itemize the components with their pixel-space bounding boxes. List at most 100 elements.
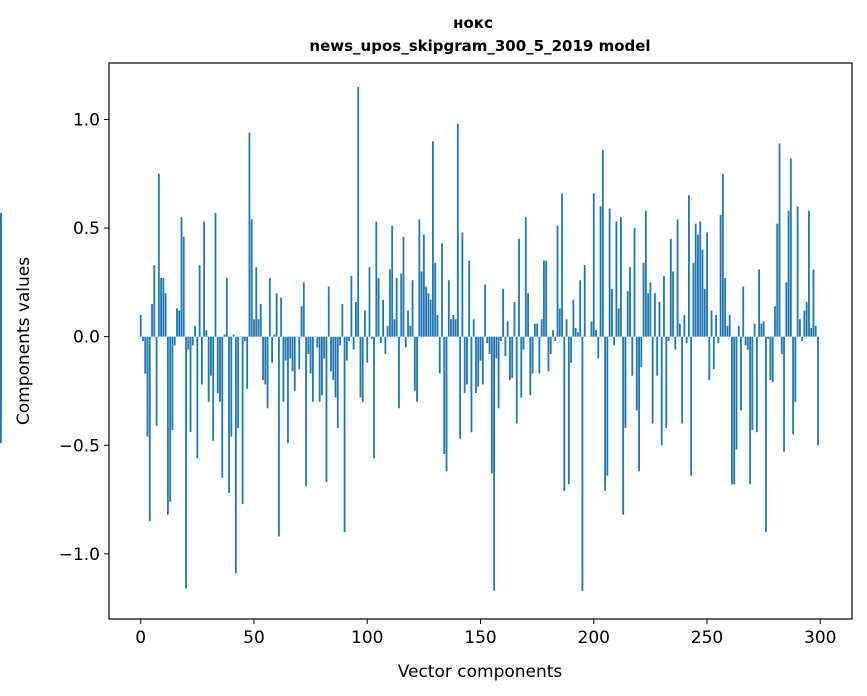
bar — [438, 336, 441, 374]
bar — [649, 282, 652, 337]
bar — [207, 336, 210, 402]
bar — [171, 336, 174, 431]
bar — [454, 319, 457, 337]
bar — [311, 336, 314, 402]
bar — [339, 336, 341, 346]
bar — [547, 336, 550, 372]
bar — [456, 123, 459, 337]
bar — [316, 336, 319, 348]
bar — [703, 288, 706, 337]
bar — [194, 325, 196, 337]
bar — [234, 336, 237, 574]
bar — [466, 336, 468, 385]
bar — [198, 264, 201, 337]
bar — [502, 288, 505, 337]
bar — [422, 234, 425, 337]
bar — [672, 271, 674, 337]
bar — [504, 336, 507, 357]
bar — [375, 221, 378, 337]
bar — [409, 325, 412, 337]
bar — [631, 336, 634, 376]
bar — [699, 221, 702, 337]
bar — [493, 336, 495, 591]
bar — [572, 299, 575, 337]
bar — [434, 262, 437, 337]
bar — [228, 336, 230, 494]
bar — [157, 173, 160, 337]
bar — [808, 210, 810, 337]
bar — [246, 336, 249, 389]
bar — [146, 336, 149, 437]
bar — [255, 267, 258, 337]
bar — [264, 336, 267, 385]
bar — [742, 286, 745, 337]
bar — [789, 158, 792, 337]
bar — [577, 332, 579, 337]
bar — [561, 193, 563, 337]
bar — [307, 336, 310, 355]
bar — [660, 336, 663, 446]
bar — [642, 262, 645, 337]
bar — [212, 336, 215, 441]
y-tick-label: −0.5 — [59, 436, 100, 456]
bar — [740, 336, 742, 411]
bar — [366, 336, 369, 363]
bar — [719, 215, 722, 337]
bar — [785, 282, 788, 337]
bar — [663, 275, 665, 337]
bar — [402, 236, 405, 337]
bar — [268, 278, 271, 337]
bar — [0, 243, 2, 337]
bar — [529, 336, 532, 396]
bar — [794, 336, 797, 402]
bar — [590, 321, 593, 337]
bar — [361, 336, 364, 402]
bar — [753, 323, 756, 337]
bar — [400, 273, 403, 337]
bar — [241, 336, 244, 504]
bar — [284, 336, 287, 361]
plot-frame — [108, 62, 853, 620]
chart-title: нокс — [453, 14, 493, 32]
bar — [271, 336, 273, 363]
bar — [166, 336, 169, 515]
bar — [404, 336, 407, 348]
chart-subtitle: news_upos_skipgram_300_5_2019 model — [309, 37, 650, 55]
bar — [427, 293, 430, 337]
bar — [486, 336, 489, 344]
bar — [592, 193, 595, 337]
bar — [357, 86, 360, 337]
bar — [330, 336, 332, 372]
bar — [667, 336, 670, 341]
bar — [436, 314, 439, 337]
bar — [538, 336, 541, 374]
bar — [327, 286, 330, 337]
bar — [336, 336, 339, 428]
bar — [370, 336, 373, 339]
bar — [490, 336, 493, 474]
bar — [266, 336, 269, 409]
bar — [681, 336, 684, 424]
bar — [778, 143, 781, 337]
bar — [477, 336, 480, 387]
bar — [554, 336, 557, 341]
bar — [479, 336, 482, 361]
bar — [216, 336, 219, 394]
x-tick-label: 250 — [691, 628, 723, 648]
bar — [690, 336, 693, 476]
bar — [484, 284, 486, 337]
bar — [377, 278, 380, 337]
bar — [282, 336, 285, 402]
bar — [814, 325, 817, 337]
bar — [407, 310, 409, 337]
bar — [425, 286, 428, 337]
bar — [205, 330, 208, 337]
x-tick-label: 300 — [804, 628, 836, 648]
bar — [332, 336, 335, 381]
bar — [774, 306, 776, 337]
bar — [452, 314, 455, 337]
bar — [309, 336, 312, 374]
bar — [289, 336, 292, 359]
bar — [173, 336, 176, 346]
